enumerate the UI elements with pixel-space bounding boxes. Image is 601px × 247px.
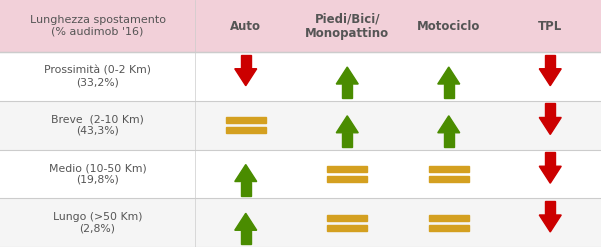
Polygon shape <box>429 176 469 182</box>
Bar <box>0 149 601 198</box>
Polygon shape <box>429 166 469 172</box>
Polygon shape <box>342 133 352 147</box>
Text: Auto: Auto <box>230 20 261 33</box>
Text: TPL: TPL <box>538 20 563 33</box>
Polygon shape <box>539 69 561 86</box>
Polygon shape <box>429 225 469 231</box>
Polygon shape <box>342 84 352 98</box>
Polygon shape <box>235 213 257 230</box>
Text: Breve  (2-10 Km)
(43,3%): Breve (2-10 Km) (43,3%) <box>51 114 144 136</box>
Polygon shape <box>328 176 367 182</box>
Polygon shape <box>336 67 358 84</box>
Polygon shape <box>438 116 460 133</box>
Text: Lungo (>50 Km)
(2,8%): Lungo (>50 Km) (2,8%) <box>53 212 142 233</box>
Bar <box>0 0 601 52</box>
Polygon shape <box>328 166 367 172</box>
Polygon shape <box>539 166 561 183</box>
Polygon shape <box>241 230 251 244</box>
Polygon shape <box>438 67 460 84</box>
Polygon shape <box>226 127 266 133</box>
Polygon shape <box>539 118 561 134</box>
Bar <box>0 198 601 247</box>
Bar <box>0 52 601 101</box>
Polygon shape <box>226 117 266 123</box>
Polygon shape <box>539 215 561 232</box>
Text: Piedi/Bici/
Monopattino: Piedi/Bici/ Monopattino <box>305 12 389 40</box>
Polygon shape <box>241 182 251 196</box>
Polygon shape <box>545 103 555 118</box>
Text: Prossimità (0-2 Km)
(33,2%): Prossimità (0-2 Km) (33,2%) <box>44 65 151 87</box>
Polygon shape <box>444 133 454 147</box>
Polygon shape <box>328 215 367 221</box>
Text: Medio (10-50 Km)
(19,8%): Medio (10-50 Km) (19,8%) <box>49 163 147 185</box>
Polygon shape <box>545 152 555 166</box>
Text: Lunghezza spostamento
(% audimob '16): Lunghezza spostamento (% audimob '16) <box>29 15 165 37</box>
Text: Motociclo: Motociclo <box>417 20 480 33</box>
Polygon shape <box>241 55 251 69</box>
Polygon shape <box>545 55 555 69</box>
Bar <box>0 101 601 149</box>
Polygon shape <box>235 69 257 86</box>
Polygon shape <box>429 215 469 221</box>
Polygon shape <box>336 116 358 133</box>
Polygon shape <box>545 201 555 215</box>
Polygon shape <box>444 84 454 98</box>
Polygon shape <box>328 225 367 231</box>
Polygon shape <box>235 165 257 182</box>
